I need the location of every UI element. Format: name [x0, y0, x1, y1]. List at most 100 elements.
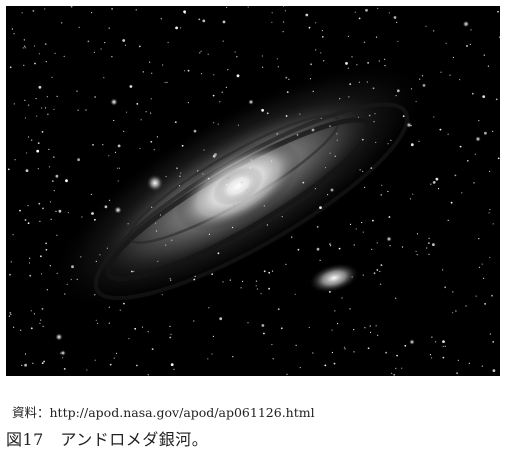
star: [129, 85, 133, 88]
star: [133, 270, 135, 273]
star: [226, 183, 228, 186]
star: [212, 154, 216, 158]
star: [184, 70, 186, 72]
star: [281, 216, 283, 218]
star: [32, 362, 34, 364]
star: [260, 293, 262, 295]
star: [90, 193, 92, 195]
star: [299, 367, 301, 369]
star: [21, 12, 23, 14]
star: [277, 66, 279, 68]
star: [320, 52, 322, 54]
star: [165, 175, 167, 178]
star: [483, 54, 485, 56]
star: [362, 231, 364, 233]
star: [222, 281, 224, 283]
star: [498, 36, 500, 38]
star: [355, 228, 357, 230]
star: [46, 289, 48, 291]
star: [401, 367, 403, 369]
star: [263, 332, 265, 335]
star: [272, 358, 274, 360]
star: [155, 222, 157, 224]
star: [13, 326, 15, 328]
star: [118, 167, 120, 169]
figure-source: 資料：http://apod.nasa.gov/apod/ap061126.ht…: [12, 405, 315, 420]
star: [375, 36, 378, 38]
star: [222, 20, 226, 24]
star: [104, 42, 106, 44]
star: [388, 216, 391, 218]
star: [385, 351, 387, 354]
star: [159, 214, 162, 216]
star: [319, 206, 322, 210]
star: [442, 269, 444, 271]
star: [76, 278, 78, 280]
star: [96, 322, 99, 324]
star: [197, 170, 199, 172]
star: [141, 326, 144, 328]
star: [40, 255, 42, 258]
star: [284, 10, 286, 12]
star: [203, 149, 205, 151]
star: [108, 27, 110, 29]
star: [155, 230, 158, 232]
star: [343, 346, 345, 348]
star: [24, 99, 26, 101]
star: [131, 270, 133, 273]
star: [92, 144, 94, 146]
star: [354, 11, 356, 13]
star: [217, 252, 220, 255]
star: [312, 352, 314, 354]
star: [150, 140, 153, 143]
star: [364, 186, 366, 188]
star: [103, 77, 105, 79]
star: [62, 357, 64, 359]
star: [478, 120, 480, 122]
star: [431, 357, 433, 359]
star: [336, 133, 338, 135]
star: [54, 52, 56, 55]
star: [52, 156, 55, 159]
star: [285, 76, 288, 79]
star: [13, 103, 15, 105]
star: [10, 313, 12, 316]
star: [199, 52, 201, 54]
star: [221, 91, 223, 93]
star: [351, 56, 353, 58]
star: [179, 175, 181, 177]
star: [50, 218, 52, 220]
star: [49, 265, 51, 267]
star: [412, 193, 414, 195]
star: [409, 198, 412, 200]
star: [227, 198, 229, 200]
star: [207, 53, 209, 55]
star: [283, 6, 285, 7]
star: [396, 21, 398, 23]
star: [478, 238, 480, 240]
star: [29, 257, 31, 259]
star: [339, 98, 341, 100]
star: [23, 64, 25, 66]
star: [135, 9, 137, 11]
star: [13, 33, 15, 35]
star: [36, 149, 40, 153]
star: [49, 201, 52, 203]
star: [14, 159, 16, 161]
star: [419, 78, 421, 80]
star: [31, 139, 33, 141]
star: [65, 179, 68, 183]
star: [219, 317, 223, 321]
star: [374, 113, 376, 115]
star: [24, 353, 27, 355]
star: [28, 104, 30, 106]
star: [432, 243, 435, 247]
star: [268, 271, 271, 274]
star: [41, 362, 44, 364]
star: [380, 283, 382, 285]
star: [229, 279, 231, 281]
star: [261, 324, 265, 327]
star: [474, 153, 476, 155]
star: [353, 244, 355, 246]
star: [364, 327, 366, 329]
